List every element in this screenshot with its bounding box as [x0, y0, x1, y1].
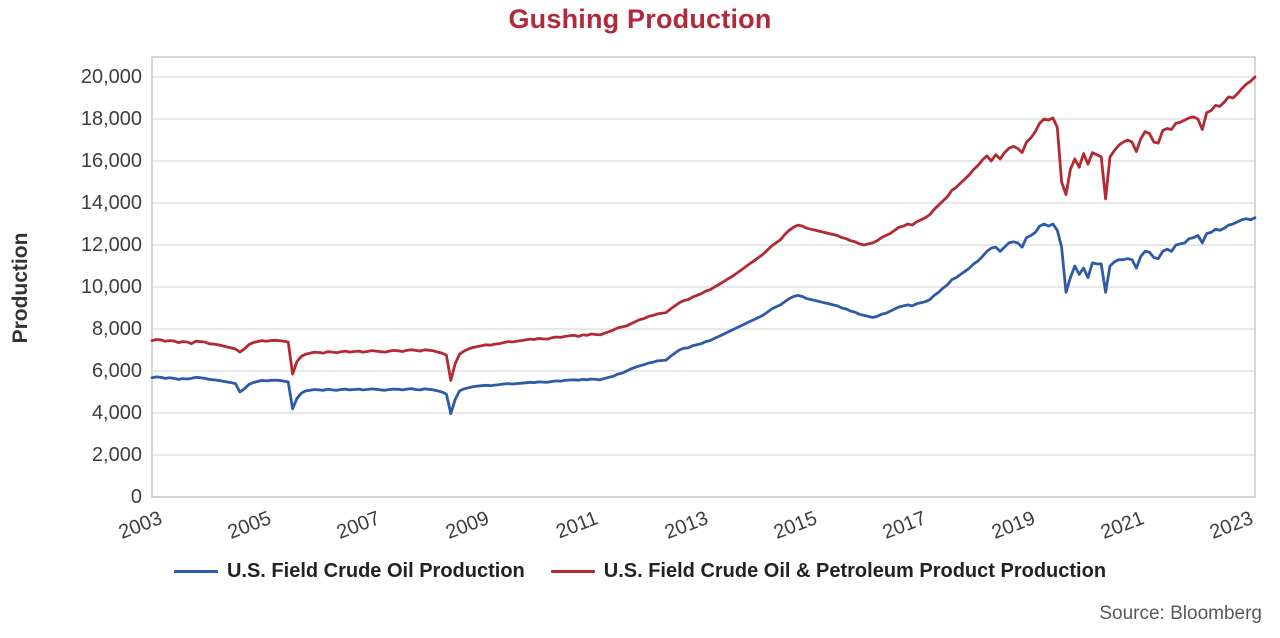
y-tick-label: 14,000	[80, 192, 142, 214]
y-tick-label: 10,000	[80, 276, 142, 298]
y-tick-label: 16,000	[80, 150, 142, 172]
series-line-crude-products	[150, 75, 1257, 382]
y-tick-label: 18,000	[80, 108, 142, 130]
y-tick-label: 20,000	[80, 66, 142, 88]
legend-swatch-crude-line-icon	[173, 569, 218, 574]
y-tick-label: 8,000	[91, 318, 142, 340]
legend-item-crude-products: U.S. Field Crude Oil & Petroleum Product…	[550, 560, 1107, 583]
legend-label-crude: U.S. Field Crude Oil Production	[226, 560, 525, 582]
legend: U.S. Field Crude Oil Production U.S. Fie…	[0, 560, 1280, 583]
series-line-crude	[150, 216, 1257, 416]
source-credit: Source: Bloomberg	[1099, 603, 1262, 624]
chart-title: Gushing Production	[508, 4, 772, 34]
legend-label-crude-products: U.S. Field Crude Oil & Petroleum Product…	[603, 560, 1107, 582]
y-tick-label: 12,000	[80, 234, 142, 256]
y-tick-label: 0	[130, 486, 142, 508]
plot-border	[151, 56, 1256, 498]
y-tick-label: 6,000	[91, 360, 142, 382]
y-tick-label: 4,000	[91, 402, 142, 424]
legend-swatch-crude-products-line-icon	[550, 569, 595, 574]
y-tick-label: 2,000	[91, 444, 142, 466]
legend-item-crude: U.S. Field Crude Oil Production	[173, 560, 525, 583]
